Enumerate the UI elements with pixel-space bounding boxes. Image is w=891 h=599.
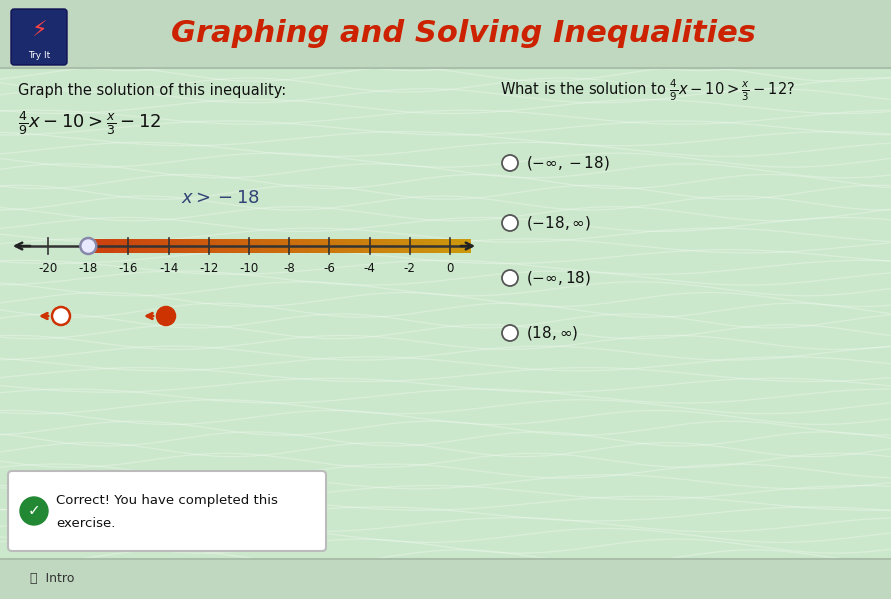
FancyBboxPatch shape [374,239,381,253]
FancyBboxPatch shape [381,239,388,253]
FancyBboxPatch shape [317,239,324,253]
FancyBboxPatch shape [337,239,343,253]
FancyBboxPatch shape [101,239,108,253]
Text: -8: -8 [283,262,295,275]
FancyBboxPatch shape [94,239,102,253]
FancyBboxPatch shape [120,239,127,253]
Text: exercise.: exercise. [56,518,115,531]
FancyBboxPatch shape [266,239,274,253]
Text: Correct! You have completed this: Correct! You have completed this [56,494,278,507]
Text: $(-18, \infty)$: $(-18, \infty)$ [526,214,592,232]
FancyBboxPatch shape [203,239,209,253]
Circle shape [52,307,70,325]
Text: -10: -10 [240,262,258,275]
FancyBboxPatch shape [432,239,438,253]
FancyBboxPatch shape [165,239,171,253]
Text: $x > -18$: $x > -18$ [181,189,259,207]
Text: -20: -20 [38,262,58,275]
FancyBboxPatch shape [216,239,223,253]
FancyBboxPatch shape [438,239,445,253]
FancyBboxPatch shape [139,239,146,253]
Circle shape [502,155,518,171]
FancyBboxPatch shape [343,239,349,253]
Text: -4: -4 [364,262,375,275]
FancyBboxPatch shape [133,239,140,253]
FancyBboxPatch shape [388,239,394,253]
Text: -2: -2 [404,262,416,275]
FancyBboxPatch shape [152,239,159,253]
FancyBboxPatch shape [273,239,280,253]
Text: ✓: ✓ [28,504,40,519]
FancyBboxPatch shape [279,239,286,253]
FancyBboxPatch shape [8,471,326,551]
Text: -18: -18 [78,262,98,275]
Text: ⚡: ⚡ [31,21,47,41]
FancyBboxPatch shape [463,239,470,253]
FancyBboxPatch shape [190,239,197,253]
Text: $\frac{4}{9}x - 10 > \frac{x}{3} - 12$: $\frac{4}{9}x - 10 > \frac{x}{3} - 12$ [18,109,161,137]
FancyBboxPatch shape [241,239,248,253]
Circle shape [80,238,96,254]
FancyBboxPatch shape [406,239,413,253]
Circle shape [157,307,175,325]
FancyBboxPatch shape [298,239,305,253]
FancyBboxPatch shape [323,239,331,253]
FancyBboxPatch shape [209,239,216,253]
FancyBboxPatch shape [349,239,356,253]
FancyBboxPatch shape [260,239,267,253]
Text: 🔊  Intro: 🔊 Intro [30,573,74,585]
Text: What is the solution to $\frac{4}{9}x - 10 > \frac{x}{3} - 12$?: What is the solution to $\frac{4}{9}x - … [500,77,795,102]
FancyBboxPatch shape [356,239,363,253]
Text: Graph the solution of this inequality:: Graph the solution of this inequality: [18,83,286,98]
FancyBboxPatch shape [114,239,120,253]
FancyBboxPatch shape [248,239,254,253]
FancyBboxPatch shape [88,239,95,253]
FancyBboxPatch shape [145,239,152,253]
FancyBboxPatch shape [305,239,312,253]
Text: Try It: Try It [28,50,50,59]
Text: -14: -14 [159,262,178,275]
FancyBboxPatch shape [292,239,298,253]
Text: $(-\infty, -18)$: $(-\infty, -18)$ [526,154,610,172]
FancyBboxPatch shape [254,239,260,253]
Circle shape [502,215,518,231]
FancyBboxPatch shape [400,239,407,253]
FancyBboxPatch shape [159,239,165,253]
FancyBboxPatch shape [0,0,891,68]
FancyBboxPatch shape [127,239,134,253]
Text: -6: -6 [323,262,335,275]
FancyBboxPatch shape [394,239,401,253]
FancyBboxPatch shape [228,239,235,253]
FancyBboxPatch shape [426,239,432,253]
FancyBboxPatch shape [234,239,241,253]
FancyBboxPatch shape [177,239,184,253]
FancyBboxPatch shape [330,239,337,253]
Text: Graphing and Solving Inequalities: Graphing and Solving Inequalities [171,20,756,49]
Text: -12: -12 [200,262,218,275]
FancyBboxPatch shape [11,9,67,65]
FancyBboxPatch shape [368,239,375,253]
Circle shape [20,497,48,525]
FancyBboxPatch shape [184,239,191,253]
FancyBboxPatch shape [311,239,318,253]
FancyBboxPatch shape [419,239,426,253]
FancyBboxPatch shape [413,239,420,253]
FancyBboxPatch shape [457,239,464,253]
Text: -16: -16 [119,262,138,275]
FancyBboxPatch shape [285,239,292,253]
FancyBboxPatch shape [451,239,458,253]
FancyBboxPatch shape [196,239,203,253]
Circle shape [502,325,518,341]
FancyBboxPatch shape [445,239,452,253]
FancyBboxPatch shape [108,239,114,253]
FancyBboxPatch shape [222,239,229,253]
FancyBboxPatch shape [171,239,178,253]
Circle shape [502,270,518,286]
FancyBboxPatch shape [0,559,891,599]
Text: 0: 0 [446,262,454,275]
Text: $(-\infty, 18)$: $(-\infty, 18)$ [526,269,592,287]
FancyBboxPatch shape [362,239,369,253]
Text: $(18, \infty)$: $(18, \infty)$ [526,324,578,342]
